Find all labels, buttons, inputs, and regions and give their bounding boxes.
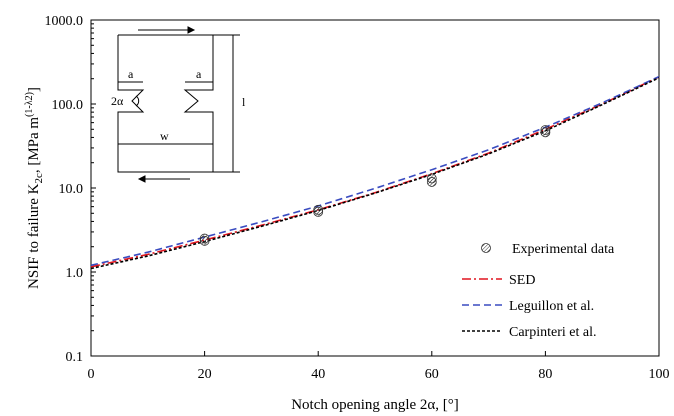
inset-label-angle: 2α <box>111 94 124 108</box>
y-axis-label-exponent: (1-λ2) <box>24 92 35 117</box>
series-lines <box>90 75 660 270</box>
specimen-outline <box>117 34 214 173</box>
legend-label-experimental: Experimental data <box>512 242 615 257</box>
y-tick-label: 10.0 <box>59 182 84 197</box>
specimen-inset <box>117 26 240 183</box>
y-tick-label: 1.0 <box>66 266 84 281</box>
y-axis-label-subscript: 2c <box>33 173 45 184</box>
top-arrowhead <box>187 26 196 34</box>
y-tick-label: 1000.0 <box>45 14 84 29</box>
y-tick-label: 100.0 <box>52 98 84 113</box>
y-axis: 0.1 1.0 10.0 100.0 1000.0 <box>45 14 96 365</box>
y-axis-label-main: NSIF to failure K <box>26 183 42 289</box>
angle-arc <box>135 95 140 107</box>
y-tick-label: 0.1 <box>66 350 84 365</box>
x-tick-label: 40 <box>311 367 325 382</box>
legend-marker-experimental <box>481 243 491 253</box>
x-tick-label: 60 <box>425 367 439 382</box>
y-axis-label-close: ] <box>26 87 42 92</box>
legend-label-leguillon: Leguillon et al. <box>509 299 594 314</box>
y-axis-label: NSIF to failure K2c, [MPa m(1-λ2)] <box>24 87 45 289</box>
inset-label-a-right: a <box>196 67 202 81</box>
legend-label-carpinteri: Carpinteri et al. <box>509 325 596 340</box>
series-line-sed <box>90 76 660 268</box>
bottom-arrowhead <box>137 175 146 183</box>
inset-label-width: w <box>160 129 169 143</box>
x-axis-label: Notch opening angle 2α, [°] <box>291 397 459 413</box>
inset-label-a-left: a <box>128 67 134 81</box>
x-tick-label: 0 <box>88 367 95 382</box>
x-tick-label: 80 <box>538 367 552 382</box>
experimental-point <box>313 204 324 215</box>
legend: Experimental data SED Leguillon et al. C… <box>462 242 615 340</box>
series-line-carpinteri-et-al <box>90 77 660 270</box>
experimental-points <box>199 125 551 246</box>
x-tick-label: 100 <box>649 367 670 382</box>
x-tick-label: 20 <box>198 367 212 382</box>
series-line-leguillon-et-al <box>90 75 660 267</box>
experimental-point <box>540 125 551 135</box>
y-axis-label-unit: , [MPa m <box>26 117 42 174</box>
inset-label-length: l <box>242 95 246 109</box>
legend-label-sed: SED <box>509 273 535 288</box>
x-axis: 0 20 40 60 80 100 <box>88 351 670 382</box>
experimental-point <box>199 233 210 244</box>
experimental-point <box>426 173 437 184</box>
